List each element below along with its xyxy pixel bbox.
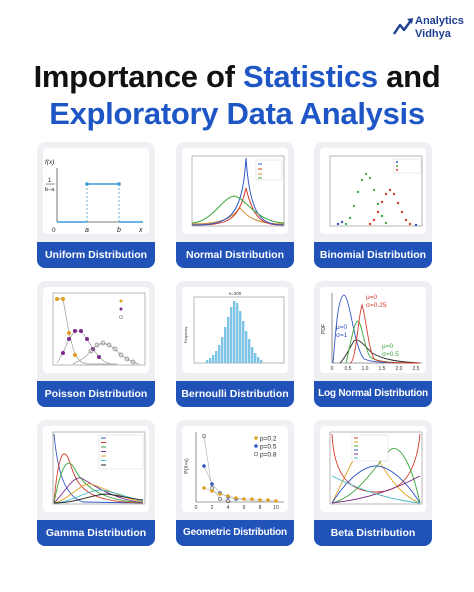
page-title: Importance of Statistics and Exploratory… [0,58,474,132]
lognormal-tick: 1.5 [379,366,386,372]
title-part-3: and [377,59,441,94]
card-label: Geometric Distribution [176,520,294,546]
uniform-plot: f(x) 1 b−a 0 a b x [43,148,149,234]
card-label: Beta Distribution [314,520,432,546]
card-label: Uniform Distribution [37,242,155,268]
card-beta: Beta Distribution [314,420,432,546]
geometric-tick: 0 [195,505,198,511]
card-geometric: P(X=x) p=0.2 p=0.5 p=0.8 0 2 4 6 8 10 Ge… [176,420,294,546]
bernoulli-title: n=200 [229,291,242,296]
brand-line-2: Vidhya [415,28,451,40]
lognormal-tick: 2.0 [396,366,403,372]
uniform-fx-label: f(x) [45,159,54,166]
card-label: Binomial Distribution [314,242,432,268]
lognormal-sigma-red: σ=0.25 [366,302,387,309]
lognormal-ylabel: PDF [321,324,327,334]
card-label: Poisson Distribution [37,381,155,407]
uniform-b: b [117,227,121,234]
card-poisson: Poisson Distribution [37,281,155,407]
lognormal-mu-blue: μ=0 [336,324,348,331]
lognormal-tick: 2.5 [413,366,420,372]
card-label: Gamma Distribution [37,520,155,546]
poisson-plot [43,287,149,373]
uniform-zero: 0 [52,227,56,234]
card-label: Bernoulli Distribution [176,381,294,407]
bernoulli-ylabel: Frequency [184,326,188,343]
card-lognormal: PDF μ=0 σ=0.25 μ=0 σ=1 μ=0 σ=0.5 0 0.5 1… [314,281,432,407]
lognormal-tick: 1.0 [362,366,369,372]
lognormal-tick: 0 [331,366,334,372]
card-normal: Normal Distribution [176,142,294,268]
analytics-vidhya-logo: Analytics Vidhya [393,10,471,44]
geometric-plot: P(X=x) p=0.2 p=0.5 p=0.8 0 2 4 6 8 10 [182,426,288,512]
lognormal-plot: PDF μ=0 σ=0.25 μ=0 σ=1 μ=0 σ=0.5 0 0.5 1… [320,287,426,373]
lognormal-sigma-green: σ=0.5 [382,351,399,358]
card-binomial: Binomial Distribution [314,142,432,268]
trend-arrow-icon [393,18,413,35]
beta-plot [320,426,426,512]
geometric-tick: 8 [259,505,262,511]
title-highlight: Statistics [243,59,378,94]
card-gamma: Gamma Distribution [37,420,155,546]
gamma-plot [43,426,149,512]
geometric-legend-1: p=0.2 [260,436,277,443]
lognormal-sigma-blue: σ=1 [336,332,348,339]
lognormal-mu-red: μ=0 [366,294,378,301]
bernoulli-plot: n=200 Frequency [182,287,288,373]
uniform-frac-bottom: b−a [45,187,55,193]
uniform-x: x [138,227,143,234]
uniform-a: a [85,227,89,234]
uniform-frac-top: 1 [48,178,52,184]
title-line-2: Exploratory Data Analysis [49,96,425,131]
geometric-tick: 6 [243,505,246,511]
geometric-ylabel: P(X=x) [184,458,190,474]
normal-plot [182,148,288,234]
brand-line-1: Analytics [415,15,464,27]
binomial-plot [320,148,426,234]
lognormal-mu-green: μ=0 [382,343,394,350]
card-label: Log Normal Distribution [314,381,432,407]
geometric-legend-3: p=0.8 [260,452,277,459]
geometric-legend-2: p=0.5 [260,444,277,451]
geometric-tick: 4 [227,505,230,511]
card-bernoulli: n=200 Frequency Bernoulli Distribution [176,281,294,407]
geometric-tick: 10 [273,505,279,511]
card-label: Normal Distribution [176,242,294,268]
card-uniform: f(x) 1 b−a 0 a b x Uniform Distribution [37,142,155,268]
geometric-tick: 2 [211,505,214,511]
lognormal-tick: 0.5 [345,366,352,372]
title-part-1: Importance of [33,59,243,94]
